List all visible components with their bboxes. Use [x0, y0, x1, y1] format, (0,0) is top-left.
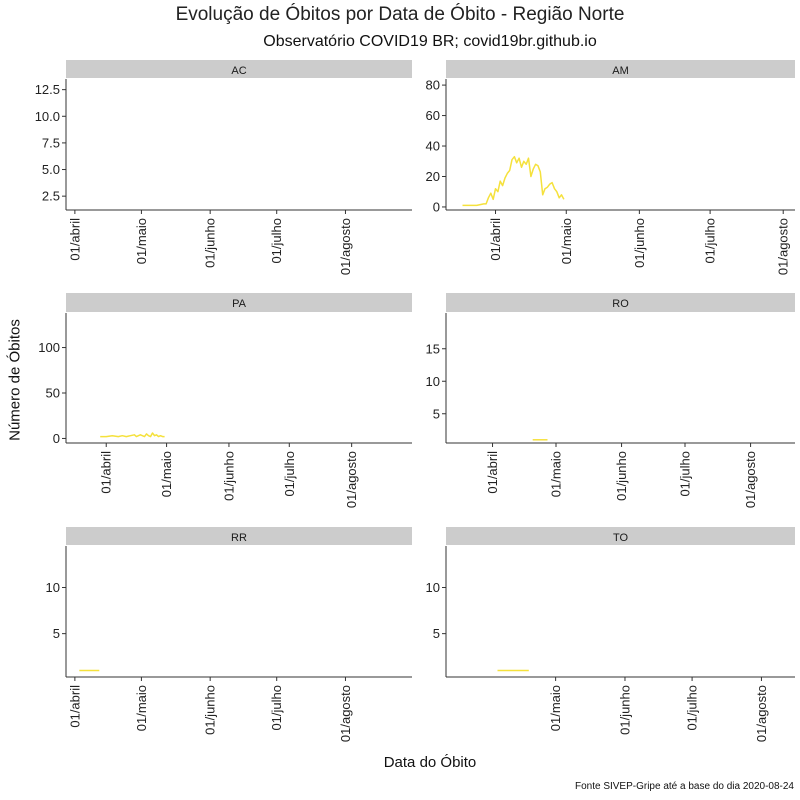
series-line-pa — [100, 432, 165, 438]
x-tick-label-ac: 01/agosto — [338, 218, 353, 275]
x-tick-label-pa: 01/maio — [159, 451, 174, 497]
strip-label-rr: RR — [231, 532, 247, 544]
y-tick-label-pa: 50 — [46, 386, 60, 401]
y-tick-label-am: 40 — [426, 139, 440, 154]
x-tick-label-to: 01/julho — [685, 685, 700, 731]
strip-am — [446, 60, 795, 78]
strip-label-ro: RO — [612, 298, 629, 310]
series-line-am — [462, 155, 565, 207]
y-tick-label-am: 0 — [433, 199, 440, 214]
x-tick-label-rr: 01/abril — [67, 685, 82, 728]
x-tick-label-ro: 01/maio — [548, 451, 563, 497]
strip-label-pa: PA — [232, 298, 247, 310]
chart-subtitle: Observatório COVID19 BR; covid19br.githu… — [263, 33, 597, 50]
x-tick-label-rr: 01/agosto — [338, 685, 353, 742]
x-tick-label-ro: 01/abril — [485, 451, 500, 494]
y-tick-label-ro: 15 — [426, 341, 440, 356]
x-tick-label-am: 01/julho — [703, 218, 718, 264]
x-tick-label-rr: 01/julho — [269, 685, 284, 731]
x-tick-label-pa: 01/agosto — [344, 451, 359, 508]
x-tick-label-rr: 01/maio — [134, 685, 149, 731]
strip-label-ac: AC — [231, 65, 246, 77]
y-tick-label-to: 5 — [433, 626, 440, 641]
y-tick-label-ro: 10 — [426, 374, 440, 389]
y-tick-label-pa: 0 — [53, 431, 60, 446]
x-tick-label-ac: 01/junho — [203, 218, 218, 268]
strip-rr — [66, 527, 412, 545]
panel-to: TO 5 10 01/maio 01/junho 01/julho 01/agosto — [426, 527, 795, 742]
x-tick-label-pa: 01/abril — [99, 451, 114, 494]
x-tick-label-to: 01/junho — [617, 685, 632, 735]
y-tick-label-rr: 10 — [46, 580, 60, 595]
x-tick-label-am: 01/junho — [632, 218, 647, 268]
y-tick-label-am: 20 — [426, 169, 440, 184]
x-axis-label: Data do Óbito — [383, 754, 477, 771]
source-caption: Fonte SIVEP-Gripe até a base do dia 2020… — [574, 781, 794, 792]
y-tick-label-to: 10 — [426, 580, 440, 595]
strip-label-to: TO — [613, 532, 629, 544]
strip-to — [446, 527, 795, 545]
panel-ro: RO 5 10 15 01/abril 01/maio 01/junho 01/julho 01… — [426, 293, 795, 508]
x-tick-label-ro: 01/julho — [678, 451, 693, 497]
chart-title: Evolução de Óbitos por Data de Óbito - R… — [175, 4, 625, 25]
y-tick-label-pa: 100 — [38, 340, 60, 355]
x-tick-label-to: 01/maio — [548, 685, 563, 731]
y-tick-label-ac: 7.5 — [42, 135, 60, 150]
panel-ac: AC 2.5 5.0 7.5 10.0 12.5 01/abril 01/maio 01/jun… — [35, 60, 412, 275]
y-tick-label-ac: 10.0 — [35, 109, 60, 124]
x-tick-label-ac: 01/abril — [67, 218, 82, 261]
x-tick-label-pa: 01/julho — [282, 451, 297, 497]
x-tick-label-ro: 01/agosto — [743, 451, 758, 508]
y-tick-label-am: 60 — [426, 108, 440, 123]
panel-am: AM 0 20 40 60 80 01/abril 01/maio 01/junho 01/jul… — [426, 60, 795, 275]
x-tick-label-rr: 01/junho — [203, 685, 218, 735]
x-tick-label-ro: 01/junho — [614, 451, 629, 501]
y-tick-label-ac: 5.0 — [42, 162, 60, 177]
panel-pa: PA 0 50 100 01/abril 01/maio 01/junho 01/julho 0… — [38, 293, 412, 508]
strip-ac — [66, 60, 412, 78]
x-tick-label-to: 01/agosto — [754, 685, 769, 742]
x-tick-label-am: 01/abril — [488, 218, 503, 261]
x-tick-label-ac: 01/julho — [269, 218, 284, 264]
x-tick-label-pa: 01/junho — [221, 451, 236, 501]
strip-label-am: AM — [612, 65, 629, 77]
y-tick-label-am: 80 — [426, 78, 440, 93]
strip-pa — [66, 293, 412, 312]
x-tick-label-am: 01/agosto — [776, 218, 791, 275]
y-tick-label-ac: 2.5 — [42, 189, 60, 204]
panel-rr: RR 5 10 01/abril 01/maio 01/junho 01/julho 01/a… — [46, 527, 412, 742]
y-tick-label-rr: 5 — [53, 626, 60, 641]
strip-ro — [446, 293, 795, 312]
x-tick-label-ac: 01/maio — [134, 218, 149, 264]
y-tick-label-ac: 12.5 — [35, 82, 60, 97]
x-tick-label-am: 01/maio — [559, 218, 574, 264]
y-tick-label-ro: 5 — [433, 406, 440, 421]
